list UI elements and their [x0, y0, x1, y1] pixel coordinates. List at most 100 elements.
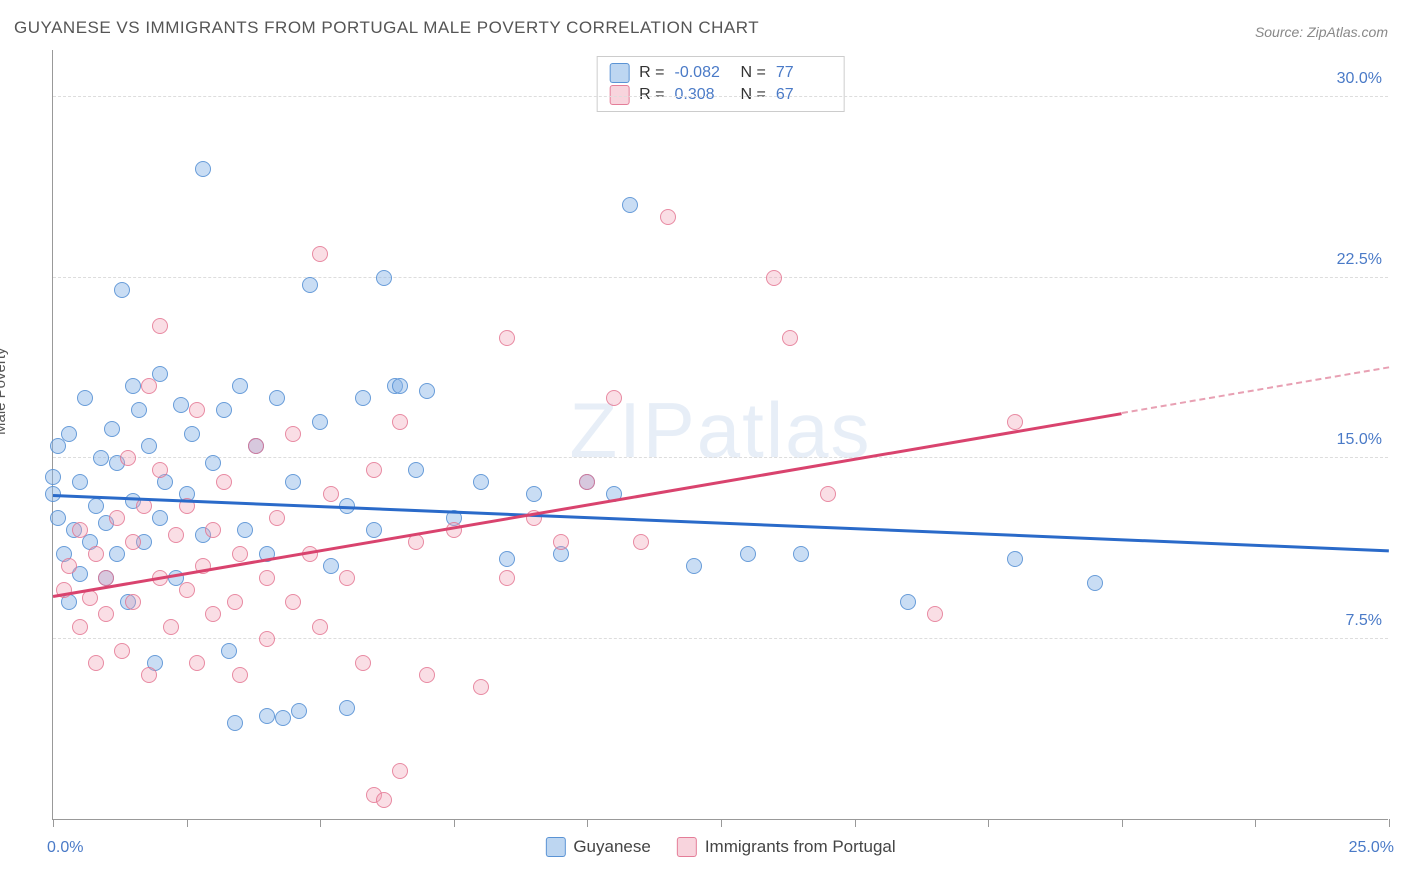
legend-row-portugal: R = 0.308 N = 67	[609, 84, 832, 106]
data-point	[136, 498, 152, 514]
swatch-pink-icon	[677, 837, 697, 857]
data-point	[227, 594, 243, 610]
data-point	[93, 450, 109, 466]
data-point	[104, 421, 120, 437]
data-point	[98, 606, 114, 622]
x-tick	[53, 819, 54, 827]
data-point	[579, 474, 595, 490]
data-point	[392, 414, 408, 430]
data-point	[125, 594, 141, 610]
data-point	[275, 710, 291, 726]
data-point	[376, 792, 392, 808]
legend-item-portugal: Immigrants from Portugal	[677, 837, 896, 857]
data-point	[131, 402, 147, 418]
data-point	[355, 655, 371, 671]
data-point	[216, 474, 232, 490]
swatch-pink-icon	[609, 85, 629, 105]
data-point	[633, 534, 649, 550]
y-tick-label: 15.0%	[1337, 431, 1382, 449]
y-axis-label: Male Poverty	[0, 347, 9, 435]
data-point	[782, 330, 798, 346]
data-point	[152, 462, 168, 478]
x-tick	[187, 819, 188, 827]
legend-item-guyanese: Guyanese	[545, 837, 651, 857]
data-point	[45, 469, 61, 485]
data-point	[355, 390, 371, 406]
data-point	[285, 426, 301, 442]
data-point	[499, 330, 515, 346]
data-point	[232, 546, 248, 562]
data-point	[312, 619, 328, 635]
trend-line	[53, 412, 1122, 597]
data-point	[339, 570, 355, 586]
r-value-guyanese: -0.082	[675, 64, 731, 82]
x-tick	[587, 819, 588, 827]
data-point	[285, 474, 301, 490]
data-point	[205, 522, 221, 538]
data-point	[473, 474, 489, 490]
x-tick	[1255, 819, 1256, 827]
data-point	[323, 486, 339, 502]
data-point	[419, 667, 435, 683]
data-point	[291, 703, 307, 719]
data-point	[195, 161, 211, 177]
gridline	[53, 457, 1388, 458]
data-point	[1007, 414, 1023, 430]
data-point	[312, 246, 328, 262]
data-point	[179, 582, 195, 598]
data-point	[323, 558, 339, 574]
data-point	[927, 606, 943, 622]
data-point	[114, 643, 130, 659]
data-point	[366, 522, 382, 538]
data-point	[109, 546, 125, 562]
data-point	[152, 510, 168, 526]
data-point	[660, 209, 676, 225]
data-point	[216, 402, 232, 418]
correlation-legend: R = -0.082 N = 77 R = 0.308 N = 67	[596, 56, 845, 112]
data-point	[72, 619, 88, 635]
data-point	[227, 715, 243, 731]
data-point	[376, 270, 392, 286]
data-point	[72, 474, 88, 490]
y-tick-label: 30.0%	[1337, 70, 1382, 88]
data-point	[259, 631, 275, 647]
x-tick	[454, 819, 455, 827]
data-point	[221, 643, 237, 659]
data-point	[88, 498, 104, 514]
source-attribution: Source: ZipAtlas.com	[1255, 24, 1388, 40]
trend-line	[53, 494, 1389, 552]
data-point	[366, 462, 382, 478]
x-tick	[1389, 819, 1390, 827]
data-point	[259, 708, 275, 724]
data-point	[168, 527, 184, 543]
legend-label-guyanese: Guyanese	[573, 837, 651, 857]
data-point	[419, 383, 435, 399]
data-point	[152, 318, 168, 334]
data-point	[269, 510, 285, 526]
n-value-guyanese: 77	[776, 64, 832, 82]
data-point	[793, 546, 809, 562]
data-point	[189, 402, 205, 418]
data-point	[1087, 575, 1103, 591]
data-point	[141, 378, 157, 394]
data-point	[232, 378, 248, 394]
scatter-plot-area: ZIPatlas R = -0.082 N = 77 R = 0.308 N =…	[52, 50, 1388, 820]
data-point	[237, 522, 253, 538]
data-point	[269, 390, 285, 406]
data-point	[88, 655, 104, 671]
gridline	[53, 277, 1388, 278]
x-axis-max-label: 25.0%	[1349, 839, 1394, 857]
trend-line	[1122, 367, 1390, 415]
data-point	[686, 558, 702, 574]
data-point	[392, 763, 408, 779]
data-point	[173, 397, 189, 413]
x-tick	[988, 819, 989, 827]
swatch-blue-icon	[609, 63, 629, 83]
data-point	[499, 570, 515, 586]
data-point	[248, 438, 264, 454]
x-tick	[855, 819, 856, 827]
data-point	[900, 594, 916, 610]
data-point	[1007, 551, 1023, 567]
data-point	[72, 522, 88, 538]
data-point	[189, 655, 205, 671]
